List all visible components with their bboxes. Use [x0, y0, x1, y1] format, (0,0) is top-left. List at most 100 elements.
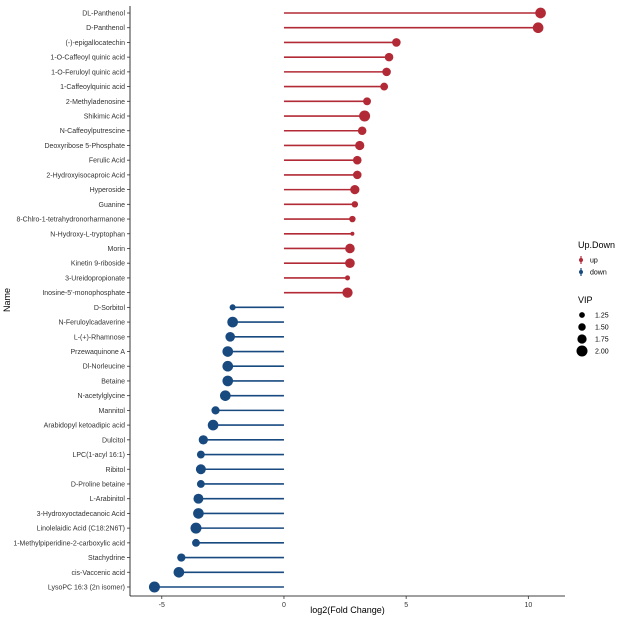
- legend-size-label: 1.50: [595, 325, 609, 332]
- x-tick-label: 10: [524, 602, 532, 609]
- legend-size-items: 1.25 1.50 1.75 2.00: [576, 312, 609, 357]
- data-point: [190, 522, 202, 534]
- axes: [129, 6, 565, 597]
- stem-layer: [154, 12, 541, 588]
- data-point: [380, 82, 389, 91]
- x-tick-label: 5: [404, 602, 408, 609]
- data-point: [357, 126, 367, 136]
- x-tick-label: -5: [159, 602, 165, 609]
- legend-group-title: Up.Down: [578, 240, 615, 250]
- y-tick-label: Dl-Norleucine: [83, 364, 126, 371]
- y-tick-label: 8-Chlro-1-tetrahydronorharmanone: [16, 217, 125, 224]
- data-point: [353, 155, 362, 165]
- y-tick-label: Ribitol: [106, 467, 126, 474]
- y-tick-label: Morin: [107, 246, 125, 253]
- y-tick-label: D-Panthenol: [86, 25, 125, 32]
- legend-label-up: up: [590, 258, 598, 265]
- data-point: [363, 97, 371, 106]
- y-tick-label: Guanine: [99, 202, 126, 209]
- legend-size-label: 1.25: [595, 313, 609, 320]
- data-point: [227, 316, 238, 328]
- data-point: [350, 231, 355, 236]
- data-point: [195, 464, 206, 475]
- legend-size-dot: [577, 334, 587, 344]
- data-point: [392, 38, 401, 47]
- data-point: [177, 553, 186, 562]
- x-tick-layer: -5 0 5 10: [159, 596, 532, 609]
- y-tick-label: 2-Hydroxyisocaproic Acid: [46, 172, 125, 179]
- legend: Up.Down up down VIP 1.25 1.50 1.75 2.00: [576, 240, 615, 357]
- y-tick-label: Stachydrine: [88, 555, 125, 562]
- y-tick-label: Przewaquinone A: [71, 349, 126, 356]
- y-tick-label: Betaine: [101, 378, 125, 385]
- y-tick-label: 1-O-Feruloyl quinic acid: [51, 69, 125, 76]
- data-point: [384, 52, 394, 62]
- data-point: [229, 304, 236, 311]
- y-tick-label: D-Proline betaine: [71, 481, 125, 488]
- y-tick-label: 1-O-Caffeoyl quinic acid: [50, 55, 125, 62]
- legend-size-label: 1.75: [595, 337, 609, 344]
- data-point: [207, 419, 219, 431]
- data-point: [350, 184, 360, 195]
- y-tick-label: Linolelaidic Acid (C18:2N6T): [37, 526, 125, 533]
- legend-group-items: up down: [579, 256, 607, 277]
- x-tick-label: 0: [282, 602, 286, 609]
- y-tick-label: LPC(1-acyl 16:1): [72, 452, 125, 459]
- y-tick-label: Shikimic Acid: [84, 114, 125, 121]
- y-tick-label: D-Sorbitol: [94, 305, 126, 312]
- y-tick-label: cis-Vaccenic acid: [71, 570, 125, 577]
- y-tick-label: N-Feruloylcadaverine: [58, 320, 125, 327]
- y-tick-label: 3-Ureidopropionate: [65, 275, 125, 282]
- y-tick-label: Inosine-5'-monophosphate: [42, 290, 125, 297]
- y-tick-label: Dulcitol: [102, 437, 125, 444]
- data-point: [359, 110, 371, 122]
- y-tick-label: (-)-epigallocatechin: [65, 40, 125, 47]
- y-tick-label: 1-Caffeoylquinic acid: [60, 84, 125, 91]
- y-tick-label: 3-Hydroxyoctadecanoic Acid: [37, 511, 125, 518]
- legend-size-dot: [579, 312, 585, 318]
- data-point: [193, 508, 204, 519]
- legend-label-down: down: [590, 270, 607, 277]
- x-axis-title: log2(Fold Change): [310, 605, 385, 615]
- y-tick-label: Kinetin 9-riboside: [71, 261, 125, 268]
- y-axis-title: Name: [2, 288, 12, 312]
- y-tick-label: 2-Methyladenosine: [66, 99, 125, 106]
- data-point: [222, 375, 234, 387]
- data-point: [353, 170, 362, 180]
- y-tick-layer: DL-Panthenol D-Panthenol (-)-epigallocatec…: [13, 11, 130, 592]
- data-point: [225, 331, 235, 342]
- data-point: [193, 493, 204, 504]
- data-point: [196, 480, 205, 488]
- data-point: [345, 243, 355, 254]
- y-tick-label: N-Caffeoylputrescine: [60, 128, 125, 135]
- y-tick-label: 1-Methylpiperidine-2-carboxylic acid: [13, 540, 125, 547]
- data-point: [344, 275, 351, 281]
- data-point: [211, 406, 220, 415]
- data-point: [351, 201, 359, 208]
- y-tick-label: N-Hydroxy-L-tryptophan: [50, 231, 125, 238]
- legend-size-dot: [576, 345, 588, 357]
- data-point: [382, 67, 391, 77]
- y-tick-label: Mannitol: [99, 408, 126, 415]
- y-tick-label: L-Arabinitol: [90, 496, 126, 503]
- data-point: [535, 7, 546, 19]
- data-point: [148, 581, 160, 593]
- y-tick-label: Deoxyribose 5-Phosphate: [44, 143, 125, 150]
- data-point: [222, 346, 234, 357]
- y-tick-label: Arabidopyl ketoadipic acid: [44, 423, 125, 430]
- data-point: [222, 360, 234, 372]
- legend-key-dot: [579, 270, 583, 274]
- dot-layer: [148, 7, 546, 593]
- legend-key-dot: [579, 258, 583, 262]
- legend-size-title: VIP: [578, 295, 593, 305]
- y-tick-label: DL-Panthenol: [82, 11, 125, 18]
- data-point: [349, 215, 356, 223]
- y-tick-label: L-(+)-Rhamnose: [74, 334, 125, 341]
- y-tick-label: N-acetylglycine: [78, 393, 126, 400]
- data-point: [342, 287, 353, 298]
- legend-size-dot: [578, 323, 586, 331]
- y-tick-label: Ferulic Acid: [89, 158, 125, 165]
- data-point: [532, 22, 544, 34]
